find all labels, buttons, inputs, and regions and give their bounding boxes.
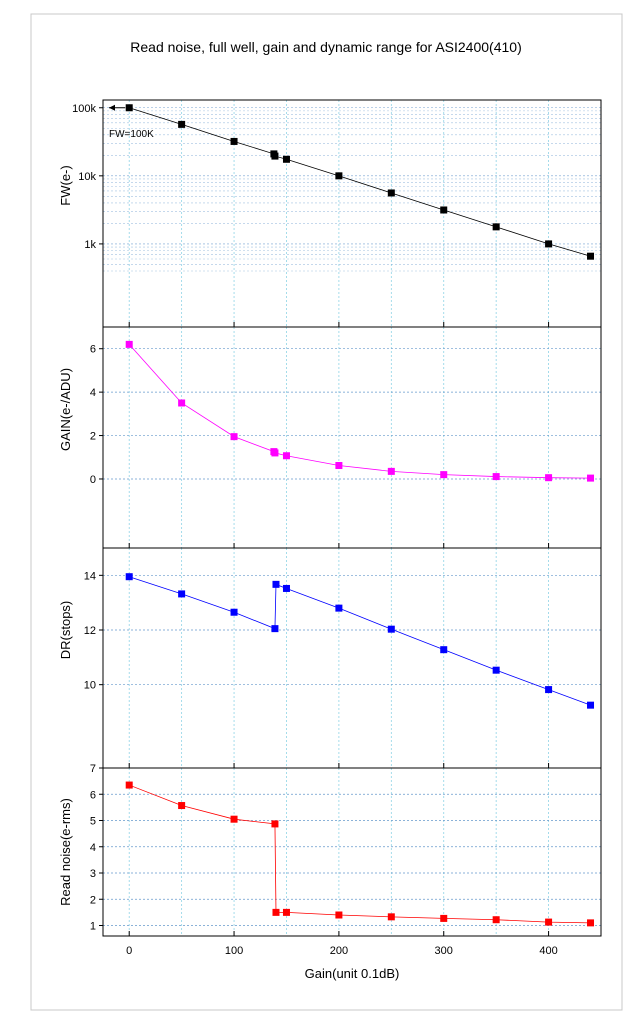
- data-point: [440, 206, 448, 214]
- x-tick-label: 300: [435, 945, 453, 957]
- y-tick-label: 1: [90, 921, 96, 933]
- data-point: [178, 802, 186, 810]
- data-point: [282, 584, 290, 592]
- data-point: [440, 471, 448, 479]
- data-point: [125, 573, 133, 581]
- y-tick-label: 100k: [72, 103, 96, 115]
- panels: 1k10k100kFW(e-)FW=100K0246GAIN(e-/ADU)10…: [58, 99, 602, 957]
- data-point: [125, 104, 133, 112]
- y-axis-label: DR(stops): [58, 601, 73, 660]
- data-point: [125, 781, 133, 789]
- annotation-arrowhead: [109, 104, 115, 111]
- data-point: [335, 604, 343, 612]
- data-point: [271, 152, 279, 160]
- panel-rn: 1 2 3 4 5 6 7 Read noise(e-rms): [58, 763, 602, 937]
- data-point: [492, 223, 500, 231]
- x-axis-label: Gain(unit 0.1dB): [305, 966, 400, 981]
- panel-frame: [102, 326, 602, 549]
- data-point: [178, 590, 186, 598]
- data-point: [271, 449, 279, 457]
- y-tick-label: 2: [90, 894, 96, 906]
- y-tick-label: 10: [84, 680, 96, 692]
- data-point: [587, 701, 595, 709]
- x-tick-label: 100: [225, 945, 243, 957]
- data-point: [545, 686, 553, 694]
- data-point: [387, 913, 395, 921]
- data-point: [335, 911, 343, 919]
- x-tick-label: 400: [539, 945, 557, 957]
- data-point: [492, 473, 500, 481]
- data-point: [272, 580, 280, 588]
- panel-frame: [102, 99, 602, 328]
- data-point: [282, 155, 290, 163]
- data-point: [230, 815, 238, 823]
- y-tick-label: 12: [84, 625, 96, 637]
- data-point: [125, 340, 133, 348]
- outer-border: [30, 13, 623, 1011]
- data-point: [545, 918, 553, 926]
- x-tick-label: 200: [330, 945, 348, 957]
- panel-gain: 0 2 4 6 GAIN(e-/ADU): [58, 326, 602, 549]
- x-tick-label: 0: [126, 945, 132, 957]
- data-point: [492, 916, 500, 924]
- data-point: [545, 474, 553, 482]
- y-tick-label: 14: [84, 570, 96, 582]
- y-tick-label: 7: [90, 763, 96, 775]
- y-tick-label: 6: [90, 344, 96, 356]
- panel-dr: 10 12 14 DR(stops): [58, 547, 602, 769]
- data-point: [587, 252, 595, 260]
- data-point: [282, 452, 290, 460]
- data-point: [440, 914, 448, 922]
- data-point: [178, 399, 186, 407]
- panel-frame: [102, 767, 602, 937]
- data-point: [387, 467, 395, 475]
- data-point: [282, 908, 290, 916]
- y-tick-label: 2: [90, 431, 96, 443]
- series-line: [128, 344, 591, 479]
- panel-frame: [102, 547, 602, 769]
- data-point: [230, 608, 238, 616]
- data-point: [230, 433, 238, 441]
- y-tick-label: 10k: [78, 171, 96, 183]
- data-point: [587, 919, 595, 927]
- series-line: [129, 576, 591, 706]
- y-tick-label: 1k: [84, 239, 96, 251]
- y-tick-label: 5: [90, 816, 96, 828]
- data-point: [335, 172, 343, 180]
- data-point: [387, 625, 395, 633]
- data-point: [335, 462, 343, 470]
- y-tick-label: 4: [90, 842, 96, 854]
- y-tick-label: 0: [90, 474, 96, 486]
- data-point: [271, 820, 279, 828]
- data-point: [271, 625, 279, 633]
- series-line: [129, 107, 591, 257]
- data-point: [230, 137, 238, 145]
- data-point: [387, 189, 395, 197]
- annotation-text: FW=100K: [109, 129, 154, 140]
- y-tick-label: 3: [90, 868, 96, 880]
- data-point: [178, 120, 186, 128]
- chart-title: Read noise, full well, gain and dynamic …: [130, 39, 521, 55]
- data-point: [272, 908, 280, 916]
- y-axis-label: FW(e-): [58, 165, 73, 205]
- data-point: [587, 474, 595, 482]
- y-tick-label: 4: [90, 387, 96, 399]
- data-point: [492, 666, 500, 674]
- panel-fw: 1k 10k 100k FW(e-) FW=100K: [58, 99, 602, 328]
- y-axis-label: GAIN(e-/ADU): [58, 368, 73, 451]
- y-axis-label: Read noise(e-rms): [58, 798, 73, 906]
- y-tick-label: 6: [90, 789, 96, 801]
- data-point: [440, 646, 448, 654]
- series-line: [129, 784, 591, 924]
- data-point: [545, 240, 553, 248]
